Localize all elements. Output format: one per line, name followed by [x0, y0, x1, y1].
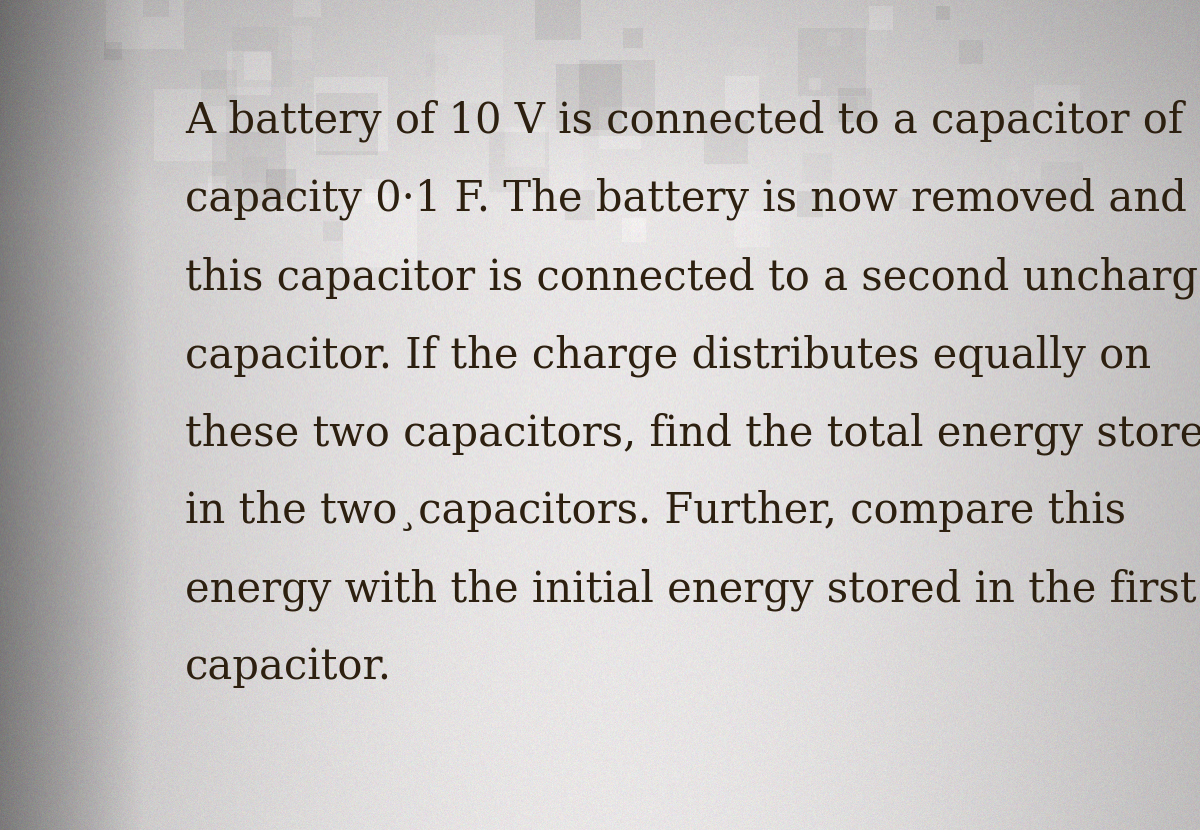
- Text: these two capacitors, find the total energy stored: these two capacitors, find the total ene…: [185, 412, 1200, 455]
- Text: A battery of 10 V is connected to a capacitor of: A battery of 10 V is connected to a capa…: [185, 100, 1183, 143]
- Text: energy with the initial energy stored in the first: energy with the initial energy stored in…: [185, 568, 1196, 611]
- Text: capacitor. If the charge distributes equally on: capacitor. If the charge distributes equ…: [185, 334, 1151, 377]
- Text: in the two¸capacitors. Further, compare this: in the two¸capacitors. Further, compare …: [185, 490, 1126, 532]
- Text: capacitor.: capacitor.: [185, 646, 392, 688]
- Text: capacity 0·1 F. The battery is now removed and: capacity 0·1 F. The battery is now remov…: [185, 178, 1187, 221]
- Text: this capacitor is connected to a second uncharged: this capacitor is connected to a second …: [185, 256, 1200, 299]
